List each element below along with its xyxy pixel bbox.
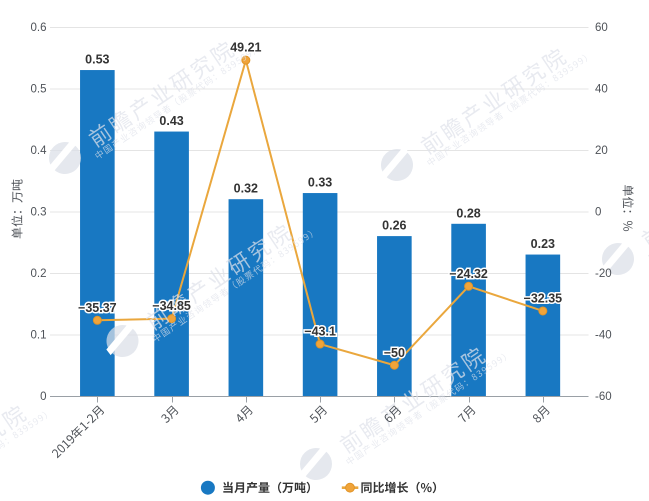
- svg-text:0.26: 0.26: [382, 219, 406, 233]
- svg-text:−35.37: −35.37: [78, 301, 117, 315]
- svg-text:0.6: 0.6: [31, 22, 47, 34]
- svg-text:0.3: 0.3: [31, 207, 47, 219]
- svg-text:0.2: 0.2: [31, 268, 47, 280]
- svg-text:-20: -20: [595, 268, 612, 280]
- svg-text:20: 20: [595, 145, 608, 157]
- svg-text:−32.35: −32.35: [524, 291, 563, 305]
- svg-text:−43.1: −43.1: [304, 325, 336, 339]
- svg-text:60: 60: [595, 22, 608, 34]
- svg-text:−50: −50: [384, 346, 405, 360]
- svg-text:0.32: 0.32: [234, 182, 258, 196]
- svg-text:−34.85: −34.85: [152, 299, 191, 313]
- svg-text:0.4: 0.4: [31, 145, 48, 157]
- svg-text:0.53: 0.53: [85, 53, 109, 67]
- svg-text:49.21: 49.21: [230, 41, 261, 55]
- svg-text:0.28: 0.28: [456, 206, 480, 220]
- svg-text:0.1: 0.1: [31, 330, 47, 342]
- svg-text:-40: -40: [595, 330, 612, 342]
- svg-text:-60: -60: [595, 391, 612, 403]
- svg-text:0.33: 0.33: [308, 176, 332, 190]
- svg-text:0.43: 0.43: [159, 114, 183, 128]
- svg-text:0: 0: [40, 391, 46, 403]
- svg-text:0: 0: [595, 207, 601, 219]
- svg-text:−24.32: −24.32: [449, 267, 488, 281]
- svg-text:40: 40: [595, 84, 608, 96]
- svg-text:0.5: 0.5: [31, 84, 47, 96]
- svg-text:0.23: 0.23: [531, 237, 555, 251]
